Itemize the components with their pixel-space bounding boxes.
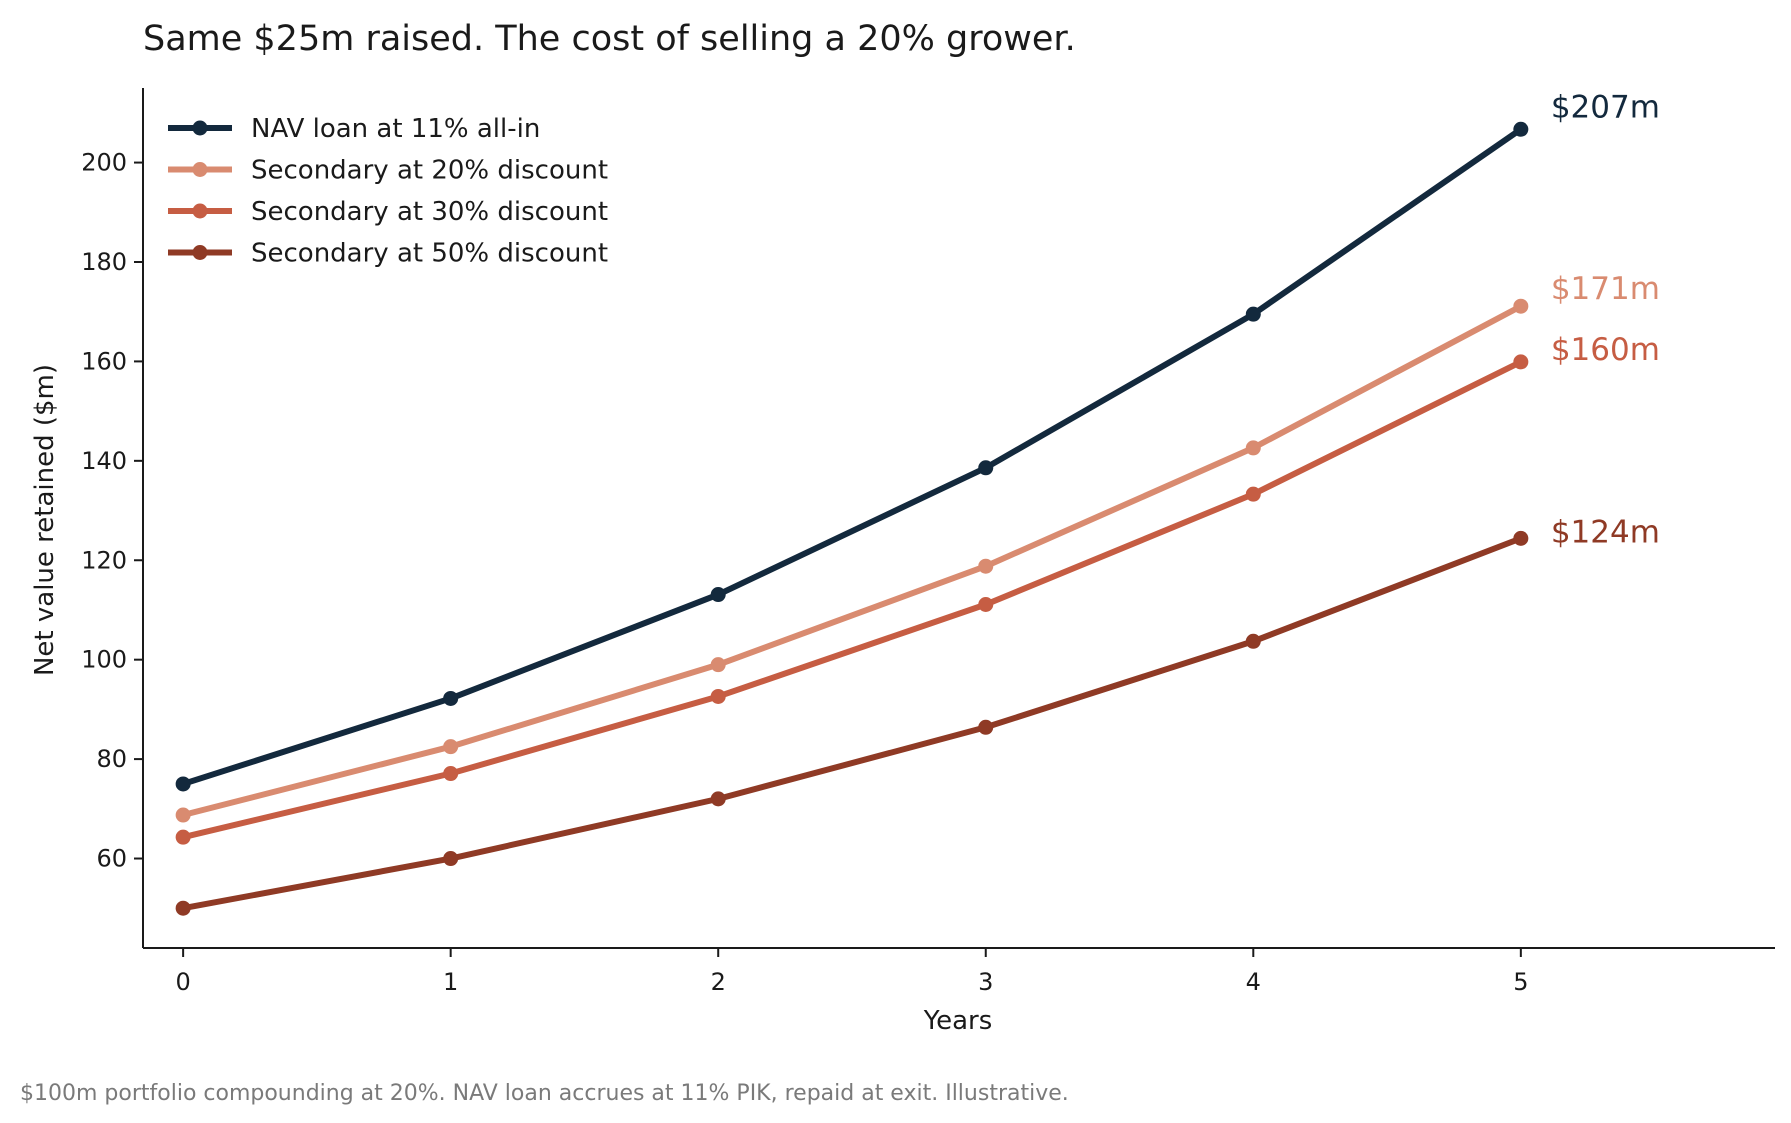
x-axis-label: Years [923,1006,993,1036]
x-tick-label: 0 [175,968,190,996]
series-2 [175,298,1529,823]
legend-swatch-marker [192,162,208,177]
chart-title: Same $25m raised. The cost of selling a … [143,19,1076,59]
end-value-label: $160m [1551,332,1660,368]
legend-swatch-marker [192,120,208,136]
data-point [443,739,459,755]
series-line [180,303,1524,819]
data-point [710,657,726,673]
data-point [978,558,994,574]
legend-item-3: Secondary at 30% discount [168,197,608,227]
data-point [1245,440,1261,456]
x-tick-label: 2 [711,968,726,996]
series-3 [175,354,1529,845]
legend-label: Secondary at 20% discount [251,156,608,186]
y-tick-label: 100 [81,646,127,674]
data-point [710,587,726,603]
x-tick-label: 3 [978,968,993,996]
series-line [180,358,1524,841]
data-point [175,900,191,916]
series-line [180,126,1524,787]
data-point [1513,354,1529,370]
data-point [175,776,191,792]
data-point [1513,298,1529,314]
series-line [180,535,1524,912]
y-tick-label: 200 [81,149,127,177]
end-value-label: $124m [1551,514,1660,550]
x-tick-label: 4 [1246,968,1261,996]
data-point [443,766,459,782]
data-point [175,829,191,845]
series-4 [175,530,1529,916]
data-point [175,807,191,823]
data-point [978,596,994,612]
end-labels: $207m $171m $160m $124m [1551,89,1660,550]
x-tick-label: 1 [443,968,458,996]
y-tick-label: 80 [96,745,127,773]
data-point [443,690,459,706]
y-tick-label: 180 [81,248,127,276]
data-point [443,851,459,867]
data-point [1513,121,1529,137]
data-point [978,460,994,476]
y-tick-label: 140 [81,447,127,475]
axes: 60 80 100 120 140 160 180 200 0 1 2 3 4 5 [81,88,1775,996]
series-group [175,121,1529,916]
legend-swatch-marker [192,203,208,219]
legend-item-1: NAV loan at 11% all-in [168,114,540,144]
legend: NAV loan at 11% all-in Secondary at 20% d… [168,114,608,269]
data-point [1513,530,1529,546]
data-point [978,719,994,735]
y-tick-label: 160 [81,347,127,375]
end-value-label: $207m [1551,89,1660,125]
data-point [1245,633,1261,649]
data-point [710,688,726,704]
legend-label: NAV loan at 11% all-in [251,114,540,144]
y-tick-label: 120 [81,546,127,574]
series-1 [175,121,1529,792]
end-value-label: $171m [1551,271,1660,307]
legend-item-2: Secondary at 20% discount [168,156,608,186]
data-point [1245,306,1261,322]
footnote: $100m portfolio compounding at 20%. NAV … [20,1081,1069,1106]
data-point [710,791,726,807]
y-axis-label: Net value retained ($m) [30,364,60,676]
legend-item-4: Secondary at 50% discount [168,239,608,269]
legend-label: Secondary at 50% discount [251,239,608,269]
y-tick-label: 60 [96,845,127,873]
x-tick-label: 5 [1513,968,1528,996]
legend-swatch-marker [192,245,208,260]
data-point [1245,486,1261,502]
legend-label: Secondary at 30% discount [251,197,608,227]
